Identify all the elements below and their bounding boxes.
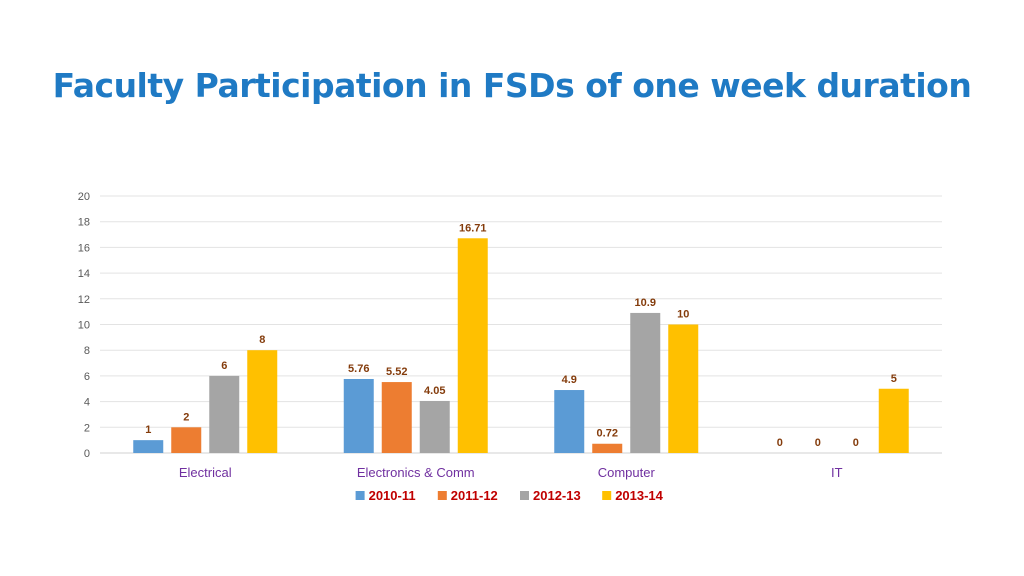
bar: [247, 350, 278, 453]
data-label: 4.05: [424, 385, 445, 397]
bar: [878, 388, 909, 453]
bar: [554, 390, 585, 453]
bar: [592, 443, 623, 453]
legend-label: 2011-12: [451, 488, 498, 503]
legend-swatch: [355, 491, 365, 500]
data-label: 6: [221, 360, 227, 372]
data-label: 10.9: [635, 297, 656, 309]
bar: [171, 427, 202, 453]
bar: [209, 375, 240, 453]
data-label: 16.71: [459, 222, 487, 234]
y-tick-label: 16: [78, 242, 90, 254]
y-tick-label: 0: [84, 448, 90, 460]
y-tick-label: 2: [84, 422, 90, 434]
data-label: 5: [891, 373, 897, 385]
data-label: 10: [677, 309, 689, 321]
data-label: 5.52: [386, 366, 407, 378]
data-label: 0: [815, 437, 821, 449]
data-label: 8: [259, 334, 265, 346]
legend-label: 2013-14: [615, 488, 663, 503]
y-tick-label: 12: [78, 294, 90, 306]
x-tick-label: Electrical: [179, 465, 232, 480]
bar: [419, 400, 450, 453]
x-tick-label: Electronics & Comm: [357, 465, 475, 480]
bar: [343, 378, 374, 453]
data-label: 0: [853, 437, 859, 449]
data-label: 2: [183, 411, 189, 423]
chart-title: Faculty Participation in FSDs of one wee…: [52, 66, 972, 105]
data-label: 0: [777, 437, 783, 449]
data-label: 1: [145, 424, 151, 436]
legend-label: 2010-11: [369, 488, 416, 503]
bar: [457, 238, 488, 453]
y-tick-label: 8: [84, 345, 90, 357]
bar: [630, 312, 661, 453]
bar: [381, 382, 412, 453]
y-tick-label: 18: [78, 217, 90, 229]
bar: [668, 324, 699, 453]
y-tick-label: 14: [78, 268, 90, 280]
y-tick-label: 4: [84, 397, 90, 409]
data-label: 5.76: [348, 363, 369, 375]
data-label: 4.9: [562, 374, 577, 386]
legend-label: 2012-13: [533, 488, 581, 503]
legend-swatch: [437, 491, 447, 500]
legend-swatch: [520, 491, 529, 500]
legend-swatch: [602, 491, 612, 500]
data-label: 0.72: [597, 428, 618, 440]
x-tick-label: IT: [831, 465, 843, 480]
y-tick-label: 10: [78, 320, 90, 332]
x-tick-label: Computer: [598, 465, 656, 480]
y-tick-label: 6: [84, 371, 90, 383]
bar: [133, 440, 164, 453]
y-tick-label: 20: [78, 191, 90, 203]
